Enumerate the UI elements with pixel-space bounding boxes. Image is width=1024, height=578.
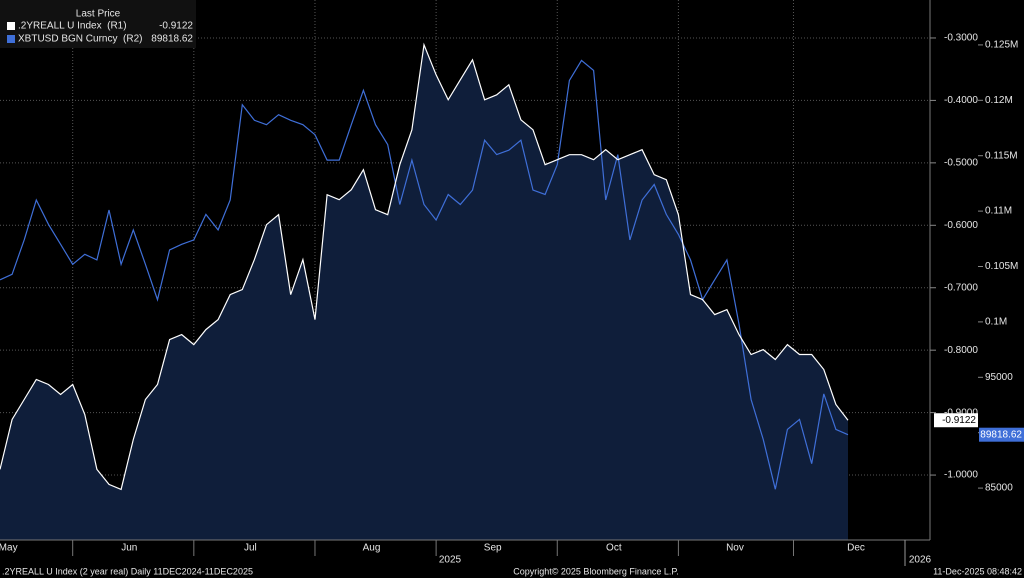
series-line bbox=[0, 42, 849, 491]
footer-right: 11-Dec-2025 08:48:42 bbox=[933, 566, 1022, 576]
x-tick-label: Sep bbox=[484, 543, 502, 554]
legend-label: XBTUSD BGN Curncy (R2) bbox=[18, 34, 142, 45]
y-tick-label: -0.5000 bbox=[944, 157, 978, 168]
y-tick-label: -0.6000 bbox=[944, 220, 978, 231]
y-tick-label: -0.8000 bbox=[944, 345, 978, 356]
last-value-tag bbox=[934, 413, 978, 428]
x-tick-label: Jul bbox=[244, 543, 257, 554]
y-tick-label: -0.4000 bbox=[944, 95, 978, 106]
y2-tick-label: 0.12M bbox=[985, 95, 1013, 106]
y2-tick-label: 0.1M bbox=[985, 317, 1007, 328]
footer-center: Copyright© 2025 Bloomberg Finance L.P. bbox=[513, 566, 679, 576]
y2-tick-label: 0.11M bbox=[985, 206, 1012, 217]
x-tick-label: Oct bbox=[606, 543, 622, 554]
x-tick-label: Dec bbox=[847, 543, 865, 554]
legend-value: -0.9122 bbox=[159, 21, 193, 32]
footer-left: .2YREALL U Index (2 year real) Daily 11D… bbox=[2, 566, 253, 576]
y-tick-label: -0.9000 bbox=[944, 407, 978, 418]
y2-tick-label: 0.105M bbox=[985, 261, 1018, 272]
series-area bbox=[0, 44, 848, 541]
y-tick-label: -0.3000 bbox=[944, 33, 978, 44]
legend-swatch bbox=[7, 35, 15, 43]
year-label: 2025 bbox=[439, 555, 462, 566]
legend-label: .2YREALL U Index (R1) bbox=[18, 21, 127, 32]
last-value-tag bbox=[979, 427, 1024, 442]
x-tick-label: Nov bbox=[726, 543, 744, 554]
year-label: 2026 bbox=[909, 555, 932, 566]
last-value-label: 89818.62 bbox=[980, 429, 1022, 440]
last-value-label: -0.9122 bbox=[942, 415, 976, 426]
x-tick-label: Jun bbox=[121, 543, 137, 554]
x-tick-label: May bbox=[0, 543, 18, 554]
x-tick-label: Aug bbox=[363, 543, 381, 554]
y2-tick-label: 0.115M bbox=[985, 150, 1018, 161]
legend-title: Last Price bbox=[76, 9, 121, 20]
y2-tick-label: 95000 bbox=[985, 372, 1013, 383]
x-axis-band bbox=[0, 540, 930, 566]
y-tick-label: -0.7000 bbox=[944, 282, 978, 293]
plot-area bbox=[0, 0, 930, 541]
legend-value: 89818.62 bbox=[151, 34, 193, 45]
y2-tick-label: 0.125M bbox=[985, 40, 1018, 51]
y2-tick-label: 85000 bbox=[985, 483, 1013, 494]
y-tick-label: -1.0000 bbox=[944, 470, 978, 481]
series-line bbox=[0, 59, 849, 490]
legend-box bbox=[0, 0, 196, 48]
legend-swatch bbox=[7, 22, 15, 30]
